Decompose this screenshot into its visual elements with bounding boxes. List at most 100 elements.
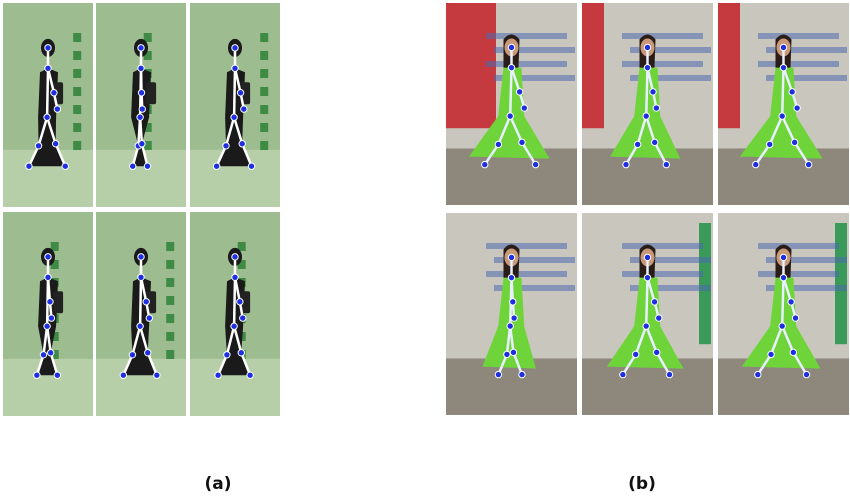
keypoint bbox=[789, 89, 795, 95]
skeleton-bone bbox=[510, 68, 511, 116]
panel-b bbox=[446, 3, 849, 415]
wall-marker bbox=[166, 278, 174, 287]
keypoint bbox=[45, 274, 51, 280]
keypoint bbox=[507, 323, 513, 329]
keypoint bbox=[780, 274, 786, 280]
wall-marker bbox=[260, 51, 268, 60]
keypoint bbox=[643, 323, 649, 329]
keypoint bbox=[779, 113, 785, 119]
gait-cell bbox=[96, 3, 186, 207]
wall-marker bbox=[260, 33, 268, 42]
keypoint bbox=[755, 371, 761, 377]
wall-script bbox=[622, 33, 703, 39]
keypoint bbox=[652, 139, 658, 145]
keypoint bbox=[138, 65, 144, 71]
walk-cell bbox=[582, 213, 713, 415]
keypoint bbox=[791, 139, 797, 145]
keypoint bbox=[154, 372, 160, 378]
keypoint bbox=[54, 106, 60, 112]
wall-script bbox=[758, 243, 839, 249]
keypoint bbox=[532, 161, 538, 167]
keypoint bbox=[26, 163, 32, 169]
wall-marker bbox=[166, 350, 174, 359]
keypoint bbox=[508, 274, 514, 280]
wall-marker bbox=[166, 296, 174, 305]
keypoint bbox=[792, 315, 798, 321]
keypoint bbox=[666, 371, 672, 377]
keypoint bbox=[510, 299, 516, 305]
keypoint bbox=[51, 90, 57, 96]
keypoint bbox=[145, 350, 151, 356]
keypoint bbox=[644, 44, 650, 50]
keypoint bbox=[139, 141, 145, 147]
caption-a: (a) bbox=[204, 474, 231, 494]
skeleton-bone bbox=[782, 278, 783, 326]
wall-marker bbox=[166, 260, 174, 269]
keypoint bbox=[138, 45, 144, 51]
walk-cell bbox=[718, 213, 849, 415]
keypoint bbox=[215, 372, 221, 378]
gait-cell bbox=[3, 212, 93, 416]
wall-marker bbox=[73, 141, 81, 150]
keypoint bbox=[143, 299, 149, 305]
skeleton-bone bbox=[646, 278, 647, 326]
keypoint bbox=[239, 141, 245, 147]
wall-green bbox=[835, 223, 847, 344]
keypoint bbox=[767, 141, 773, 147]
keypoint bbox=[232, 65, 238, 71]
panel-a bbox=[3, 3, 280, 416]
wall-marker bbox=[166, 242, 174, 251]
keypoint bbox=[644, 254, 650, 260]
keypoint bbox=[139, 106, 145, 112]
walk-cell bbox=[582, 3, 713, 205]
keypoint bbox=[779, 323, 785, 329]
keypoint bbox=[130, 163, 136, 169]
keypoint bbox=[237, 90, 243, 96]
caption-b: (b) bbox=[628, 474, 656, 494]
wall-script bbox=[622, 271, 703, 277]
keypoint bbox=[521, 105, 527, 111]
wall-marker bbox=[166, 314, 174, 323]
keypoint bbox=[238, 350, 244, 356]
keypoint bbox=[138, 254, 144, 260]
keypoint bbox=[45, 65, 51, 71]
gait-cell bbox=[190, 3, 280, 207]
keypoint bbox=[237, 299, 243, 305]
keypoint bbox=[224, 352, 230, 358]
wall-marker bbox=[73, 105, 81, 114]
keypoint bbox=[620, 371, 626, 377]
keypoint bbox=[651, 299, 657, 305]
wall-marker bbox=[73, 123, 81, 132]
wall-marker bbox=[260, 105, 268, 114]
keypoint bbox=[137, 323, 143, 329]
keypoint bbox=[753, 161, 759, 167]
wall-marker bbox=[73, 87, 81, 96]
keypoint bbox=[48, 350, 54, 356]
keypoint bbox=[644, 64, 650, 70]
keypoint bbox=[504, 351, 510, 357]
keypoint bbox=[656, 315, 662, 321]
keypoint bbox=[35, 143, 41, 149]
keypoint bbox=[240, 315, 246, 321]
keypoint bbox=[519, 371, 525, 377]
wall-marker bbox=[260, 69, 268, 78]
keypoint bbox=[231, 114, 237, 120]
keypoint bbox=[44, 114, 50, 120]
gait-cell bbox=[190, 212, 280, 416]
keypoint bbox=[47, 299, 53, 305]
keypoint bbox=[44, 323, 50, 329]
keypoint bbox=[232, 254, 238, 260]
wall-script bbox=[486, 33, 567, 39]
wall-marker bbox=[260, 123, 268, 132]
keypoint bbox=[482, 161, 488, 167]
keypoint bbox=[45, 45, 51, 51]
keypoint bbox=[803, 371, 809, 377]
keypoint bbox=[146, 315, 152, 321]
wall-script bbox=[758, 61, 839, 67]
walk-cell bbox=[446, 3, 577, 205]
figure: (a) (b) bbox=[0, 0, 850, 498]
wall-script bbox=[486, 271, 567, 277]
wall-red bbox=[718, 3, 740, 128]
keypoint bbox=[138, 90, 144, 96]
keypoint bbox=[508, 254, 514, 260]
